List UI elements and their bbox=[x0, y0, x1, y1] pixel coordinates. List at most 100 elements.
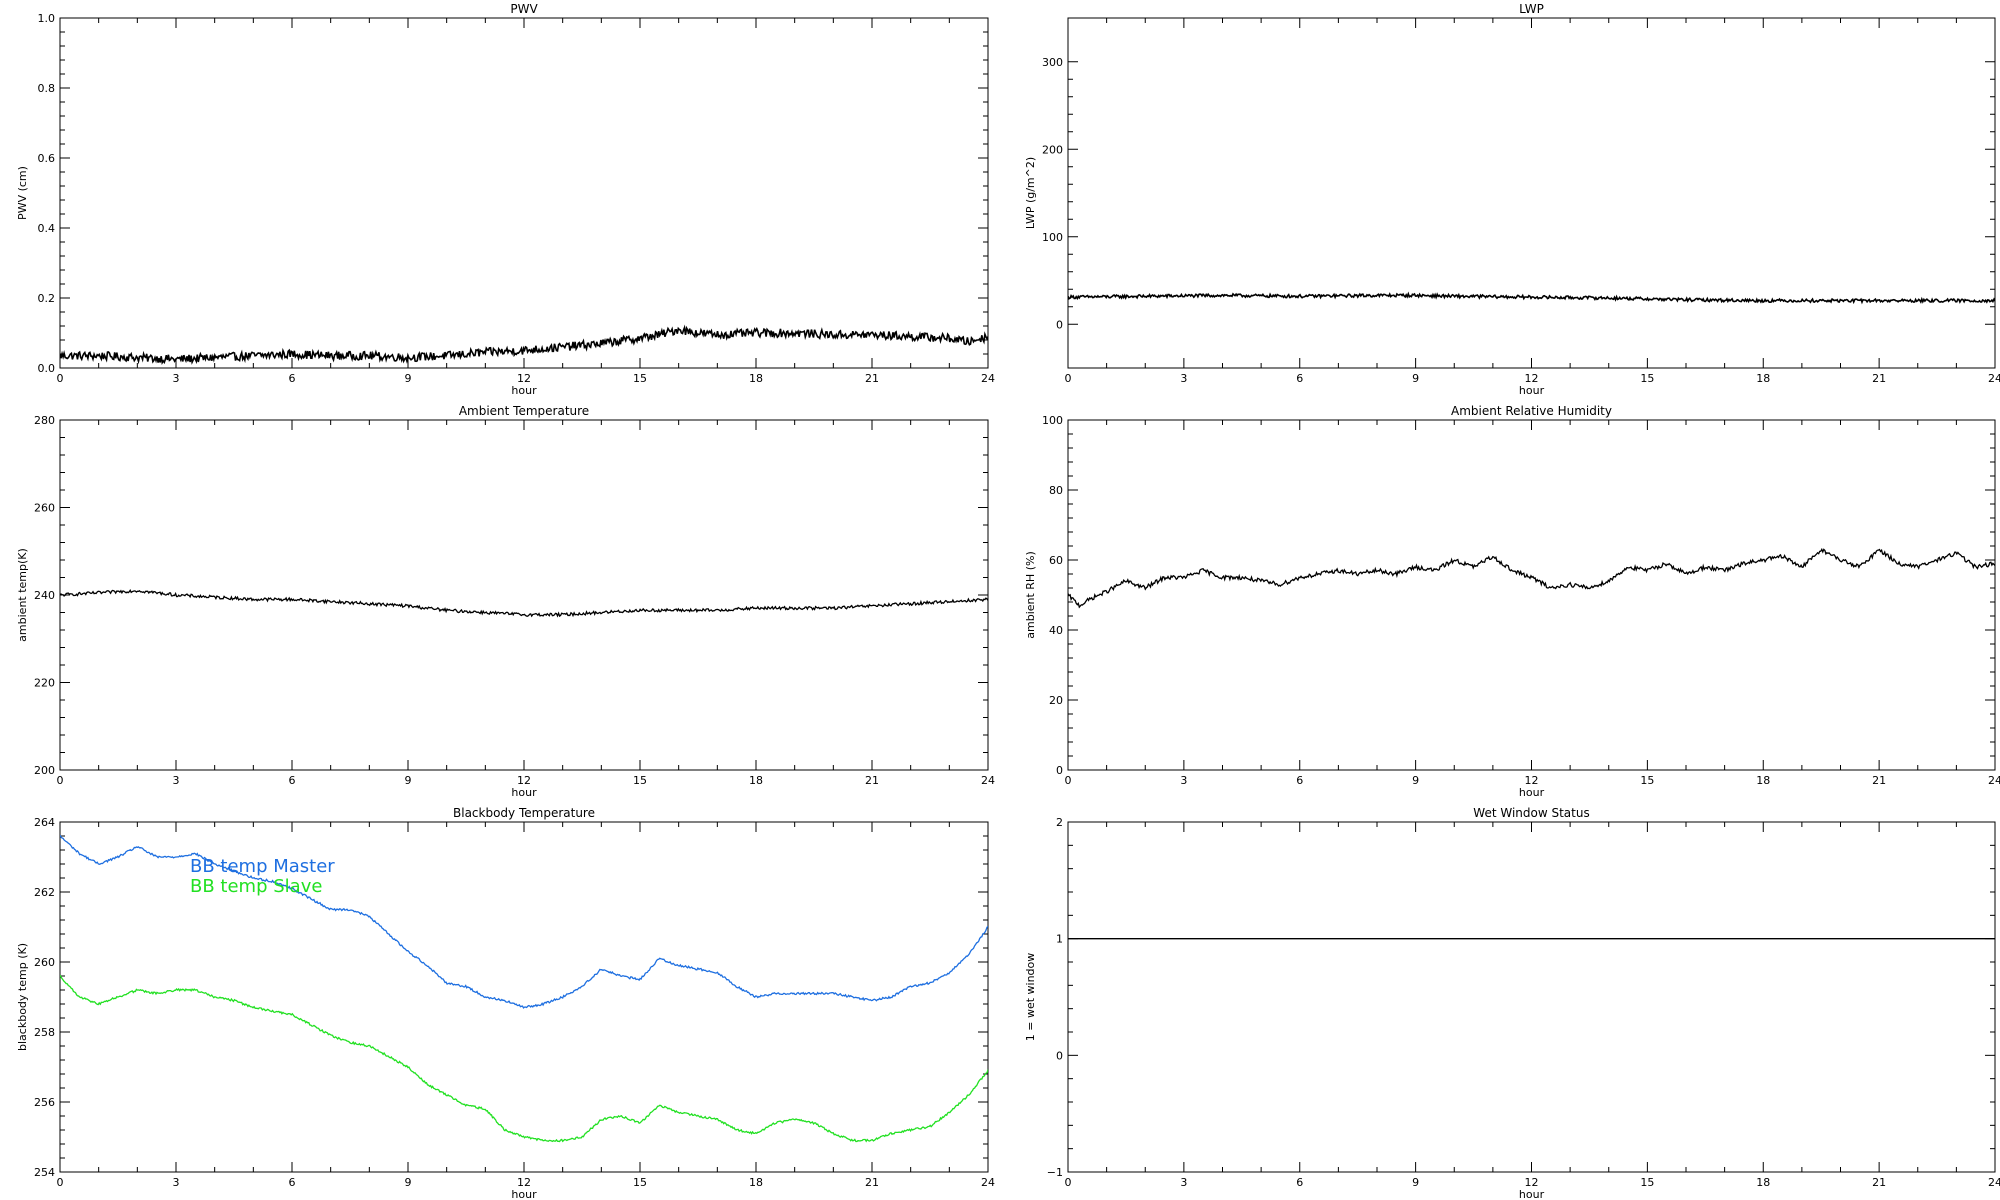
y-tick-label: 1 bbox=[1056, 933, 1063, 946]
y-tick-label: 240 bbox=[34, 589, 55, 602]
x-tick-label: 24 bbox=[981, 1176, 995, 1189]
x-tick-label: 6 bbox=[1296, 372, 1303, 385]
y-tick-label: 0 bbox=[1056, 1049, 1063, 1062]
chart-title: LWP bbox=[1519, 2, 1544, 16]
x-tick-label: 15 bbox=[633, 774, 647, 787]
legend-entry: BB temp Master bbox=[190, 856, 335, 877]
y-tick-label: 0.0 bbox=[38, 362, 56, 375]
x-tick-label: 21 bbox=[1872, 372, 1886, 385]
plot-frame bbox=[1067, 17, 1996, 369]
y-tick-label: 260 bbox=[34, 502, 55, 515]
x-tick-label: 3 bbox=[1180, 774, 1187, 787]
series-line-0 bbox=[60, 324, 988, 366]
y-tick-label: 0.4 bbox=[38, 222, 56, 235]
y-axis-label: LWP (g/m^2) bbox=[1024, 157, 1037, 229]
plot-frame bbox=[59, 17, 989, 369]
y-axis-label: PWV (cm) bbox=[16, 166, 29, 220]
chart-title: Ambient Relative Humidity bbox=[1451, 404, 1612, 418]
chart-title: PWV bbox=[510, 2, 538, 16]
x-tick-label: 6 bbox=[1296, 774, 1303, 787]
x-axis-label: hour bbox=[511, 1188, 537, 1200]
x-tick-label: 9 bbox=[1412, 774, 1419, 787]
x-tick-label: 12 bbox=[1525, 372, 1539, 385]
x-tick-label: 15 bbox=[633, 372, 647, 385]
x-tick-label: 12 bbox=[1525, 1176, 1539, 1189]
legend-entry: BB temp Slave bbox=[190, 876, 322, 897]
x-tick-label: 3 bbox=[173, 774, 180, 787]
x-tick-label: 18 bbox=[1756, 774, 1770, 787]
x-tick-label: 21 bbox=[865, 372, 879, 385]
y-tick-label: 60 bbox=[1049, 554, 1063, 567]
y-tick-label: 0 bbox=[1056, 764, 1063, 777]
series-line-0 bbox=[60, 588, 988, 618]
x-tick-label: 18 bbox=[1756, 1176, 1770, 1189]
y-tick-label: 254 bbox=[34, 1166, 55, 1179]
x-tick-label: 6 bbox=[289, 1176, 296, 1189]
plot-frame bbox=[1067, 821, 1996, 1173]
chart-title: Blackbody Temperature bbox=[453, 806, 595, 820]
y-tick-label: 256 bbox=[34, 1096, 55, 1109]
x-tick-label: 12 bbox=[517, 774, 531, 787]
x-tick-label: 0 bbox=[1065, 774, 1072, 787]
x-tick-label: 12 bbox=[517, 1176, 531, 1189]
x-tick-label: 21 bbox=[1872, 774, 1886, 787]
x-tick-label: 3 bbox=[173, 1176, 180, 1189]
chart-panel-1: LWP 0 3 6 9 12 15 18 21 24 hour 0 100 200 300 LWP (g/m^… bbox=[1024, 2, 2000, 397]
chart-title: Wet Window Status bbox=[1473, 806, 1589, 820]
x-tick-label: 9 bbox=[1412, 1176, 1419, 1189]
y-tick-label: 200 bbox=[1042, 143, 1063, 156]
y-axis-label: ambient temp(K) bbox=[16, 548, 29, 642]
x-tick-label: 6 bbox=[289, 372, 296, 385]
x-tick-label: 0 bbox=[57, 1176, 64, 1189]
x-tick-label: 18 bbox=[749, 372, 763, 385]
x-tick-label: 0 bbox=[1065, 372, 1072, 385]
y-tick-label: 258 bbox=[34, 1026, 55, 1039]
x-tick-label: 3 bbox=[1180, 372, 1187, 385]
series-line-0 bbox=[1068, 291, 1995, 305]
x-tick-label: 18 bbox=[749, 774, 763, 787]
y-axis-label: ambient RH (%) bbox=[1024, 551, 1037, 639]
y-tick-label: 200 bbox=[34, 764, 55, 777]
y-tick-label: 0.8 bbox=[38, 82, 56, 95]
series-line-1 bbox=[60, 974, 988, 1143]
x-tick-label: 6 bbox=[1296, 1176, 1303, 1189]
y-tick-label: 264 bbox=[34, 816, 55, 829]
x-tick-label: 12 bbox=[517, 372, 531, 385]
x-tick-label: 9 bbox=[405, 1176, 412, 1189]
x-tick-label: 24 bbox=[1988, 1176, 2000, 1189]
y-tick-label: 0.6 bbox=[38, 152, 56, 165]
x-tick-label: 15 bbox=[1640, 774, 1654, 787]
x-tick-label: 12 bbox=[1525, 774, 1539, 787]
x-tick-label: 21 bbox=[1872, 1176, 1886, 1189]
y-tick-label: 40 bbox=[1049, 624, 1063, 637]
x-tick-label: 15 bbox=[1640, 1176, 1654, 1189]
y-tick-label: 220 bbox=[34, 677, 55, 690]
x-tick-label: 24 bbox=[1988, 372, 2000, 385]
plot-frame bbox=[1067, 419, 1996, 771]
series-line-0 bbox=[1068, 547, 1995, 609]
x-tick-label: 15 bbox=[1640, 372, 1654, 385]
y-tick-label: 100 bbox=[1042, 231, 1063, 244]
x-tick-label: 0 bbox=[57, 372, 64, 385]
y-tick-label: 0 bbox=[1056, 318, 1063, 331]
x-tick-label: 21 bbox=[865, 1176, 879, 1189]
y-tick-label: 280 bbox=[34, 414, 55, 427]
y-axis-label: blackbody temp (K) bbox=[16, 943, 29, 1051]
x-tick-label: 3 bbox=[173, 372, 180, 385]
y-tick-label: 2 bbox=[1056, 816, 1063, 829]
x-tick-label: 15 bbox=[633, 1176, 647, 1189]
x-tick-label: 24 bbox=[981, 774, 995, 787]
chart-panel-4: Blackbody Temperature 0 3 6 9 12 15 18 21 24 hour 2… bbox=[16, 806, 995, 1200]
x-tick-label: 3 bbox=[1180, 1176, 1187, 1189]
x-axis-label: hour bbox=[511, 384, 537, 397]
y-tick-label: 20 bbox=[1049, 694, 1063, 707]
y-tick-label: 260 bbox=[34, 956, 55, 969]
chart-panel-0: PWV 0 3 6 9 12 15 18 21 24 hour 0.0 0.2 0.4 0.6 0.8 1.0 P… bbox=[16, 2, 995, 397]
x-tick-label: 0 bbox=[57, 774, 64, 787]
chart-panel-2: Ambient Temperature 0 3 6 9 12 15 18 21 24 hour 200… bbox=[16, 404, 995, 799]
x-tick-label: 0 bbox=[1065, 1176, 1072, 1189]
series-line-0 bbox=[60, 834, 988, 1009]
x-tick-label: 9 bbox=[405, 774, 412, 787]
